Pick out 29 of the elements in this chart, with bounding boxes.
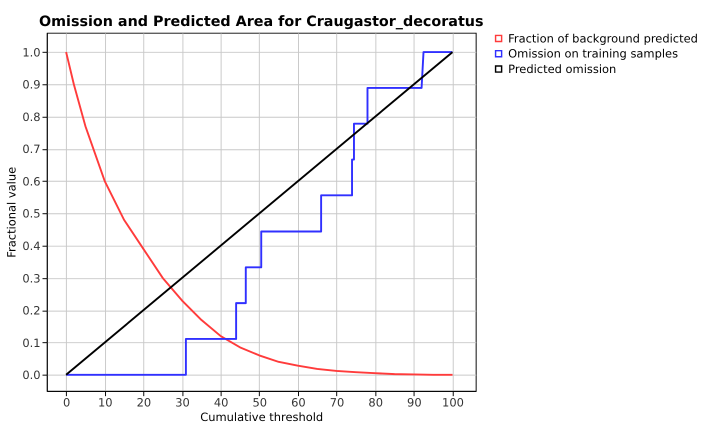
legend-label: Omission on training samples — [508, 46, 678, 61]
x-tick-label: 50 — [252, 396, 268, 410]
x-axis-title: Cumulative threshold — [200, 410, 324, 424]
x-tick-label: 70 — [330, 396, 344, 410]
y-tick-label: 0.9 — [22, 78, 41, 92]
y-tick-label: 0.0 — [22, 368, 41, 382]
x-tick-label: 40 — [214, 396, 228, 410]
y-tick-label: 1.0 — [22, 45, 41, 60]
legend-label: Fraction of background predicted — [508, 31, 698, 46]
x-tick-label: 30 — [175, 396, 190, 410]
x-tick-label: 10 — [98, 396, 113, 410]
x-tick-label: 0 — [62, 396, 70, 410]
x-tick-label: 20 — [136, 396, 152, 410]
y-tick-label: 0.6 — [22, 174, 41, 188]
legend-label: Predicted omission — [508, 62, 616, 76]
y-tick-label: 0.2 — [22, 304, 41, 318]
y-tick-label: 0.1 — [22, 336, 41, 350]
chart-title: Omission and Predicted Area for Craugastor_decoratus — [38, 14, 484, 30]
line-series — [65, 51, 454, 376]
x-tick-label: 90 — [407, 396, 422, 410]
y-tick-label: 0.5 — [22, 206, 41, 221]
y-tick-label: 0.4 — [22, 238, 41, 253]
x-tick-label: 100 — [442, 396, 464, 410]
y-tick-label: 0.8 — [22, 110, 41, 124]
y-tick-label: 0.7 — [22, 142, 41, 156]
y-tick-label: 0.3 — [22, 271, 41, 286]
y-axis-title: Fractional value — [4, 166, 19, 258]
x-tick-label: 60 — [291, 396, 306, 410]
x-tick-label: 80 — [368, 396, 383, 410]
